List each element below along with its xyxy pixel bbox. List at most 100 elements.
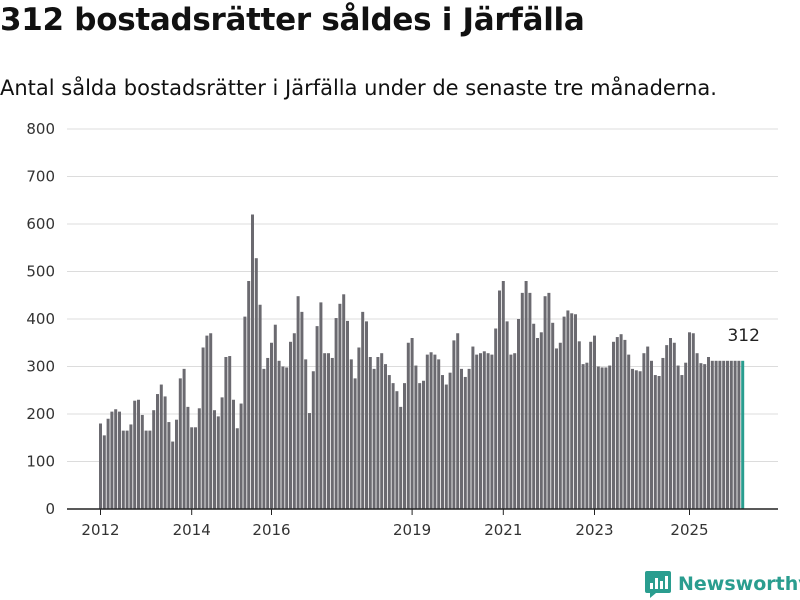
bar — [414, 365, 418, 509]
bar — [623, 339, 627, 509]
bar — [292, 333, 296, 509]
bar — [216, 416, 220, 509]
bar — [156, 394, 159, 509]
bar — [498, 290, 501, 509]
bar — [148, 430, 152, 509]
bar — [627, 354, 631, 509]
bar — [612, 341, 615, 509]
bar — [247, 281, 251, 509]
y-tick-label: 800 — [26, 120, 55, 138]
bar — [551, 322, 555, 509]
bar — [372, 368, 376, 509]
bars — [99, 214, 745, 509]
bar — [570, 313, 574, 509]
brand-name: Newsworthy — [678, 573, 800, 595]
bar — [475, 354, 479, 509]
bar — [368, 357, 372, 509]
bar — [391, 383, 395, 509]
bar — [634, 370, 638, 509]
bar — [555, 348, 558, 509]
bar — [224, 357, 228, 509]
bar — [121, 430, 125, 509]
bar — [346, 320, 349, 509]
bar — [680, 375, 684, 509]
bar — [349, 359, 353, 509]
bar — [406, 342, 410, 509]
bar — [437, 359, 441, 509]
bar — [452, 340, 456, 509]
bar — [387, 375, 391, 509]
bar — [197, 408, 201, 509]
bar — [308, 413, 311, 509]
bar — [642, 353, 646, 509]
bar — [190, 427, 194, 509]
bar — [722, 360, 726, 509]
bar — [482, 351, 486, 509]
bar — [289, 341, 292, 509]
bar — [520, 292, 524, 509]
bar — [243, 316, 247, 509]
y-tick-label: 0 — [45, 500, 55, 518]
bar — [479, 353, 482, 509]
bar — [596, 366, 600, 509]
bar — [270, 342, 273, 509]
bar — [258, 304, 262, 509]
bar — [186, 406, 190, 509]
bar — [300, 311, 304, 509]
bar — [490, 354, 494, 509]
bar — [574, 314, 577, 509]
bar — [501, 281, 505, 509]
bar — [733, 360, 737, 509]
bar — [737, 360, 741, 509]
bar — [638, 371, 642, 509]
bar — [125, 430, 129, 509]
bar — [460, 368, 463, 509]
bar — [254, 258, 258, 509]
bar — [380, 353, 384, 509]
bar — [562, 316, 566, 509]
bar — [672, 342, 676, 509]
bar — [653, 375, 657, 509]
bar — [285, 367, 289, 509]
bar-highlighted — [741, 360, 745, 509]
y-tick-label: 500 — [26, 263, 55, 281]
bar — [433, 354, 437, 509]
bar — [471, 346, 475, 509]
bar — [699, 363, 703, 509]
bar — [159, 384, 163, 509]
bar — [524, 281, 528, 509]
bar — [144, 430, 148, 509]
bar — [232, 399, 235, 509]
bar — [178, 378, 182, 509]
bar — [140, 414, 144, 509]
bar — [304, 359, 308, 509]
bar — [209, 333, 213, 509]
bar — [688, 332, 691, 509]
bar — [463, 376, 467, 509]
bar — [106, 418, 110, 509]
bar — [410, 338, 414, 509]
bar — [365, 321, 368, 509]
bar — [281, 366, 285, 509]
bar — [395, 391, 399, 509]
y-tick-label: 100 — [26, 453, 55, 471]
bar — [235, 428, 239, 509]
bar — [467, 368, 471, 509]
bar — [444, 384, 448, 509]
bar — [517, 319, 520, 509]
bar — [228, 356, 232, 509]
bar — [593, 335, 596, 509]
bar — [691, 333, 695, 509]
bar — [418, 383, 422, 509]
bar — [182, 368, 186, 509]
bar — [513, 353, 517, 509]
bar — [650, 360, 653, 509]
bar — [175, 419, 178, 509]
bar — [486, 353, 490, 509]
bar — [266, 357, 270, 509]
bar — [456, 333, 460, 509]
bar — [566, 310, 570, 509]
y-axis-ticks: 0 100 200 300 400 500 600 700 800 — [26, 120, 55, 518]
chart-subtitle: Antal sålda bostadsrätter i Järfälla und… — [0, 76, 717, 100]
